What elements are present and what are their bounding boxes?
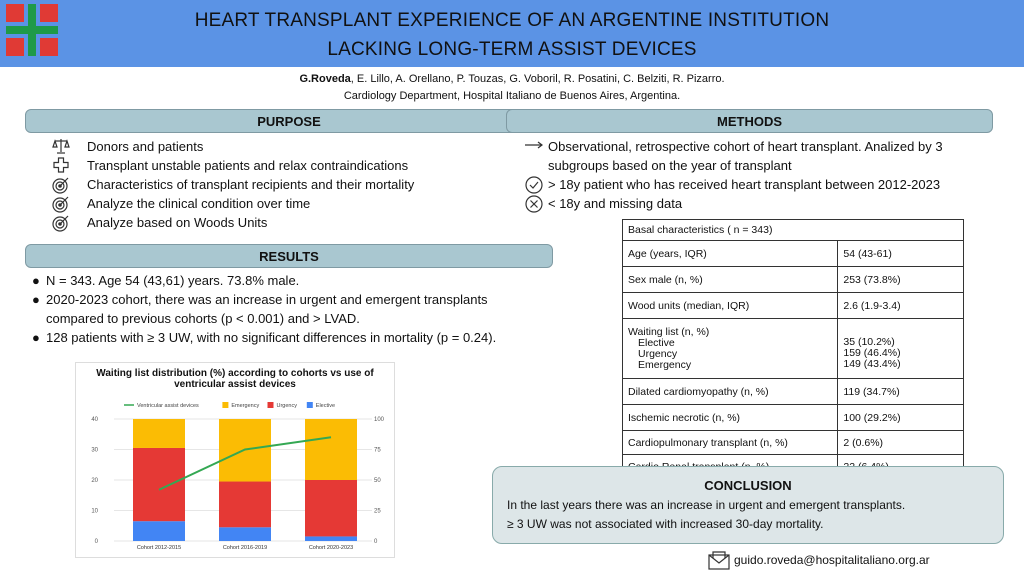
results-bullet: ● N = 343. Age 54 (43,61) years. 73.8% ma… [32,273,300,288]
affiliation: Cardiology Department, Hospital Italiano… [343,90,681,102]
y-tick-right: 50 [374,478,381,484]
y-tick-left: 20 [91,478,98,484]
table-row: Wood units (median, IQR) 2.6 (1.9-3.4) [621,292,964,319]
table-row: Cardiopulmonary transplant (n, %) 2 (0.6%… [621,430,964,455]
legend-swatch [306,402,313,408]
first-author: G.Roveda [299,73,351,85]
table-row: Sex male (n, %) 253 (73.8%) [621,266,964,293]
results-bullet: ● 128 patients with ≥ 3 UW, with no signi… [32,330,497,345]
table-row: Age (years, IQR) 54 (43-61) [621,240,964,267]
table-row: Dilated cardiomyopathy (n, %) 119 (34.7%) [621,378,964,405]
scale-icon [52,139,70,154]
envelope-icon [708,551,730,570]
conclusion-line2: ≥ 3 UW was not associated with increased… [507,517,824,531]
table-header-row: Basal characteristics ( n = 343) [622,219,964,241]
bar-elective [133,521,185,541]
methods-item: > 18y patient who has received heart tra… [524,175,994,194]
legend-label: Urgency [277,403,298,409]
x-tick-label: Cohort 2020-2023 [309,545,353,551]
y-tick-right: 25 [374,509,381,515]
purpose-item: Analyze the clinical condition over time [50,194,520,213]
results-heading: RESULTS [25,244,553,268]
legend-swatch [267,402,274,408]
purpose-item: Characteristics of transplant recipients… [50,175,520,194]
y-tick-left: 40 [91,417,98,423]
arrow-icon [525,141,543,149]
purpose-item: Transplant unstable patients and relax c… [50,156,520,175]
bar-elective [219,527,271,541]
hospital-logo [6,4,58,56]
bar-elective [305,536,357,541]
bar-urgency [305,480,357,537]
purpose-heading: PURPOSE [25,109,553,133]
contact-email[interactable]: guido.roveda@hospitalitaliano.org.ar [734,553,930,567]
x-tick-label: Cohort 2012-2015 [137,545,181,551]
methods-list: Observational, retrospective cohort of h… [524,137,994,213]
y-tick-left: 10 [91,509,98,515]
target-icon [52,177,69,194]
check-circle-icon [525,176,543,194]
conclusion-box: CONCLUSION In the last years there was a… [492,466,1004,544]
methods-heading: METHODS [506,109,993,133]
methods-item: < 18y and missing data [524,194,994,213]
y-tick-left: 30 [91,448,98,454]
legend-label: Elective [316,403,335,409]
purpose-item: Analyze based on Woods Units [50,213,520,232]
legend-swatch [222,402,229,408]
poster-title-line2: LACKING LONG-TERM ASSIST DEVICES [327,39,697,60]
legend-label: Ventricular assist devices [137,403,199,409]
cross-icon [53,157,69,173]
x-circle-icon [525,195,543,213]
header-banner [0,0,1024,67]
results-bullet: ● 2020-2023 cohort, there was an increase… [32,292,488,326]
y-tick-right: 0 [374,539,378,545]
results-list: ● N = 343. Age 54 (43,61) years. 73.8% ma… [32,271,547,347]
bar-emergency [305,419,357,480]
purpose-list: Donors and patients Transplant unstable … [50,137,520,232]
authors: G.Roveda, E. Lillo, A. Orellano, P. Touz… [0,73,1024,85]
y-tick-right: 75 [374,448,381,454]
basal-characteristics-table: Basal characteristics ( n = 343) Age (ye… [621,219,964,479]
poster-title-line1: HEART TRANSPLANT EXPERIENCE OF AN ARGENT… [194,10,830,31]
chart-panel: Waiting list distribution (%) according … [75,362,395,558]
chart-title: Waiting list distribution (%) according … [96,368,374,390]
bar-urgency [133,447,185,522]
conclusion-heading: CONCLUSION [704,478,792,493]
table-header: Basal characteristics ( n = 343) [622,219,964,241]
table-row-waiting-list: Waiting list (n, %) Elective Urgency Eme… [621,318,964,379]
purpose-item: Donors and patients [50,137,520,156]
bar-urgency [219,481,271,528]
co-authors: , E. Lillo, A. Orellano, P. Touzas, G. V… [350,73,725,85]
y-tick-right: 100 [374,417,385,423]
methods-item: Observational, retrospective cohort of h… [524,137,994,175]
target-icon [52,196,69,213]
waiting-list-chart: 0 10 20 30 40 0 25 50 75 100 Cohort 2012-2015 Cohor… [91,402,385,551]
target-icon [52,215,69,232]
line-ventricular-assist-devices [158,436,332,491]
table-row: Ischemic necrotic (n, %) 100 (29.2%) [621,404,964,431]
bar-emergency [133,419,185,448]
legend-label: Emergency [231,403,259,409]
conclusion-line1: In the last years there was an increase … [507,498,906,512]
y-tick-left: 0 [95,539,99,545]
x-tick-label: Cohort 2016-2019 [223,545,267,551]
